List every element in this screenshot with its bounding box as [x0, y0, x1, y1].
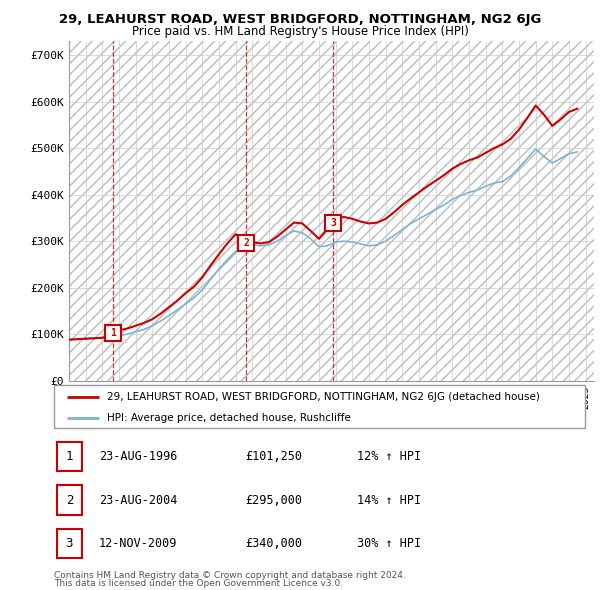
Text: 14% ↑ HPI: 14% ↑ HPI — [356, 493, 421, 507]
Text: £340,000: £340,000 — [245, 537, 302, 550]
Text: £101,250: £101,250 — [245, 450, 302, 463]
Text: HPI: Average price, detached house, Rushcliffe: HPI: Average price, detached house, Rush… — [107, 414, 351, 424]
Text: 29, LEAHURST ROAD, WEST BRIDGFORD, NOTTINGHAM, NG2 6JG: 29, LEAHURST ROAD, WEST BRIDGFORD, NOTTI… — [59, 13, 541, 26]
Text: 30% ↑ HPI: 30% ↑ HPI — [356, 537, 421, 550]
Text: 2: 2 — [65, 493, 73, 507]
Text: This data is licensed under the Open Government Licence v3.0.: This data is licensed under the Open Gov… — [54, 579, 343, 588]
FancyBboxPatch shape — [54, 385, 585, 428]
Text: 1: 1 — [65, 450, 73, 463]
FancyBboxPatch shape — [56, 529, 82, 558]
Text: 12% ↑ HPI: 12% ↑ HPI — [356, 450, 421, 463]
Text: 2: 2 — [244, 238, 250, 248]
Text: 29, LEAHURST ROAD, WEST BRIDGFORD, NOTTINGHAM, NG2 6JG (detached house): 29, LEAHURST ROAD, WEST BRIDGFORD, NOTTI… — [107, 392, 540, 402]
Text: 23-AUG-2004: 23-AUG-2004 — [99, 493, 178, 507]
Text: 1: 1 — [110, 329, 116, 339]
Text: 23-AUG-1996: 23-AUG-1996 — [99, 450, 178, 463]
Text: Contains HM Land Registry data © Crown copyright and database right 2024.: Contains HM Land Registry data © Crown c… — [54, 571, 406, 580]
Text: 12-NOV-2009: 12-NOV-2009 — [99, 537, 178, 550]
Text: 3: 3 — [65, 537, 73, 550]
Text: 3: 3 — [331, 218, 337, 228]
Text: Price paid vs. HM Land Registry's House Price Index (HPI): Price paid vs. HM Land Registry's House … — [131, 25, 469, 38]
FancyBboxPatch shape — [56, 441, 82, 471]
FancyBboxPatch shape — [56, 486, 82, 514]
Text: £295,000: £295,000 — [245, 493, 302, 507]
